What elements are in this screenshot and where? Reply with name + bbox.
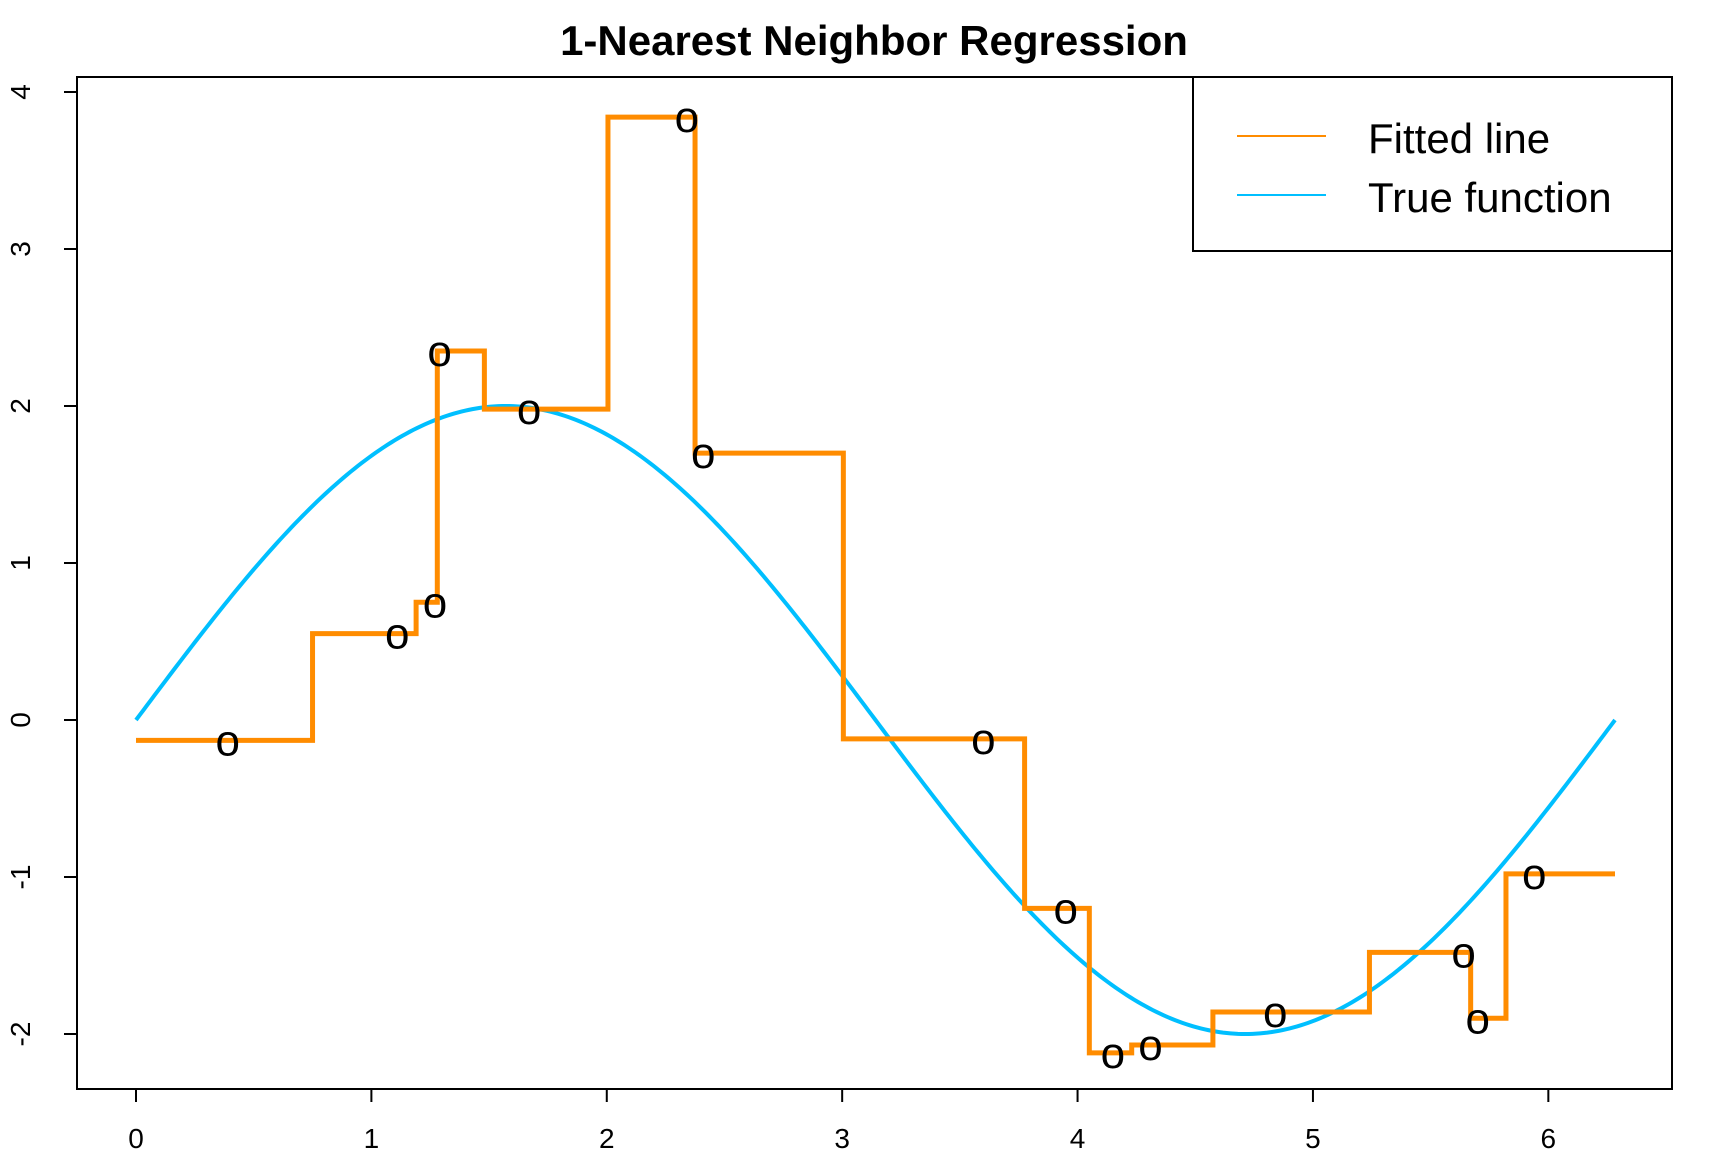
x-axis: 0 1 2 3 4 5 6 <box>128 1088 1557 1152</box>
data-point: o <box>517 385 541 434</box>
data-point: o <box>385 610 409 659</box>
legend-label-true: True function <box>1368 174 1612 221</box>
x-tick-label: 5 <box>1305 1123 1321 1152</box>
data-point: o <box>423 578 447 627</box>
chart-title: 1-Nearest Neighbor Regression <box>560 17 1188 64</box>
data-point: o <box>1522 850 1546 899</box>
fitted-step-line <box>136 114 1615 1056</box>
y-tick-label: 0 <box>5 712 36 728</box>
x-tick-label: 4 <box>1070 1123 1086 1152</box>
legend: Fitted line True function <box>1192 76 1673 252</box>
data-point: o <box>427 327 451 376</box>
y-tick-label: 1 <box>5 555 36 571</box>
x-tick-label: 1 <box>364 1123 380 1152</box>
data-point: o <box>216 716 240 765</box>
x-tick-label: 2 <box>599 1123 615 1152</box>
data-point: o <box>675 93 699 142</box>
x-tick-label: 0 <box>128 1123 144 1152</box>
y-tick-label: 4 <box>5 84 36 100</box>
y-tick-label: 2 <box>5 398 36 414</box>
data-point: o <box>1451 928 1475 977</box>
y-tick-label: 3 <box>5 241 36 257</box>
data-point: o <box>1138 1021 1162 1070</box>
data-point: o <box>1054 884 1078 933</box>
data-point: o <box>1465 994 1489 1043</box>
data-point: o <box>1101 1029 1125 1078</box>
y-tick-label: -2 <box>5 1022 36 1047</box>
data-point: o <box>1263 988 1287 1037</box>
x-tick-label: 6 <box>1541 1123 1557 1152</box>
data-point: o <box>691 429 715 478</box>
true-function-line <box>134 403 1617 1037</box>
legend-label-fitted: Fitted line <box>1368 115 1550 162</box>
y-axis: -2 -1 0 1 2 3 4 <box>5 84 78 1047</box>
y-tick-label: -1 <box>5 865 36 890</box>
data-point: o <box>971 715 995 764</box>
x-tick-label: 3 <box>834 1123 850 1152</box>
legend-box <box>1192 76 1673 252</box>
